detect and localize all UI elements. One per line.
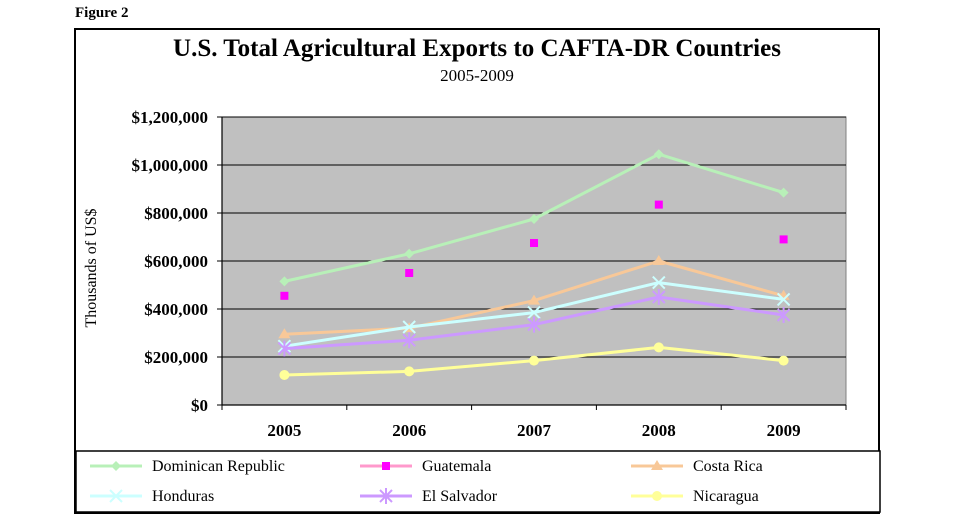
point-guatemala-2008 xyxy=(654,200,663,209)
point-el-salvador-2006 xyxy=(402,332,416,349)
y-axis: $0 $200,000 $400,000 $600,000 $800,000 $1,000… xyxy=(132,108,223,415)
x-axis: 2005 2006 2007 2008 2009 xyxy=(221,404,847,440)
point-el-salvador-2009 xyxy=(776,307,791,323)
legend-label-costa-rica: Costa Rica xyxy=(693,458,763,475)
legend-item-nicaragua: Nicaragua xyxy=(631,488,759,505)
y-tick-label: $200,000 xyxy=(144,348,208,367)
point-honduras-2007 xyxy=(527,305,541,320)
point-nicaragua-2005 xyxy=(279,370,290,380)
legend-item-costa-rica: Costa Rica xyxy=(631,458,763,475)
x-tick-label-2005: 2005 xyxy=(267,421,301,440)
series-nicaragua xyxy=(279,342,789,380)
y-tick-label: $800,000 xyxy=(144,204,208,223)
series-dominican-republic xyxy=(279,149,789,287)
series-group xyxy=(277,149,791,380)
series-el-salvador xyxy=(277,289,791,357)
y-tick-label: $400,000 xyxy=(144,300,208,319)
legend-label-dominican-republic: Dominican Republic xyxy=(152,458,285,475)
point-dominican-republic-2009 xyxy=(778,187,789,198)
point-costa-rica-2008 xyxy=(652,255,665,265)
legend-marker-guatemala xyxy=(382,462,390,470)
point-el-salvador-2005 xyxy=(277,340,292,357)
legend-marker-honduras xyxy=(109,489,123,503)
series-honduras xyxy=(277,275,791,353)
series-guatemala xyxy=(280,200,788,300)
figure-label: Figure 2 xyxy=(75,5,129,21)
point-el-salvador-2008 xyxy=(652,289,666,305)
legend-marker-nicaragua xyxy=(652,491,662,501)
y-tick-label: $1,000,000 xyxy=(132,156,209,175)
x-tick-label-2009: 2009 xyxy=(767,421,801,440)
x-tick-label-2007: 2007 xyxy=(517,421,552,440)
point-nicaragua-2008 xyxy=(653,342,664,353)
point-dominican-republic-2006 xyxy=(404,248,415,259)
legend-marker-el-salvador xyxy=(379,488,393,504)
legend-label-el-salvador: El Salvador xyxy=(422,488,498,505)
x-tick-label-2006: 2006 xyxy=(392,421,426,440)
point-guatemala-2005 xyxy=(280,291,289,300)
legend-label-nicaragua: Nicaragua xyxy=(693,488,759,505)
point-guatemala-2006 xyxy=(405,269,414,277)
point-costa-rica-2005 xyxy=(278,328,291,339)
point-guatemala-2009 xyxy=(779,235,788,244)
y-tick-label: $600,000 xyxy=(144,252,208,271)
point-honduras-2008 xyxy=(652,275,666,290)
point-honduras-2009 xyxy=(776,292,791,307)
legend-item-honduras: Honduras xyxy=(90,488,214,505)
legend-box xyxy=(75,450,881,513)
point-costa-rica-2007 xyxy=(528,294,540,305)
chart-frame xyxy=(74,28,880,514)
legend: Dominican Republic Guatemala Costa Rica Hon… xyxy=(90,458,763,505)
point-dominican-republic-2008 xyxy=(653,149,664,160)
legend-item-el-salvador: El Salvador xyxy=(360,488,498,505)
chart-subtitle: 2005-2009 xyxy=(440,66,514,85)
point-honduras-2006 xyxy=(402,320,416,334)
point-nicaragua-2007 xyxy=(529,355,539,366)
y-tick-label: $1,200,000 xyxy=(132,108,209,127)
point-dominican-republic-2007 xyxy=(529,214,539,224)
legend-item-guatemala: Guatemala xyxy=(360,458,491,475)
legend-item-dominican-republic: Dominican Republic xyxy=(90,458,285,475)
x-tick-label-2008: 2008 xyxy=(642,421,676,440)
legend-label-honduras: Honduras xyxy=(152,488,214,505)
point-nicaragua-2006 xyxy=(404,366,415,377)
y-axis-label: Thousands of US$ xyxy=(83,208,100,327)
legend-label-guatemala: Guatemala xyxy=(422,458,491,475)
y-tick-label: $0 xyxy=(191,396,208,415)
legend-marker-costa-rica xyxy=(651,460,663,470)
point-guatemala-2007 xyxy=(530,239,538,247)
chart-title: U.S. Total Agricultural Exports to CAFTA… xyxy=(173,35,781,62)
legend-marker-dominican-republic xyxy=(111,461,121,471)
point-el-salvador-2007 xyxy=(527,316,541,333)
point-dominican-republic-2005 xyxy=(279,276,290,287)
point-nicaragua-2009 xyxy=(778,355,789,366)
